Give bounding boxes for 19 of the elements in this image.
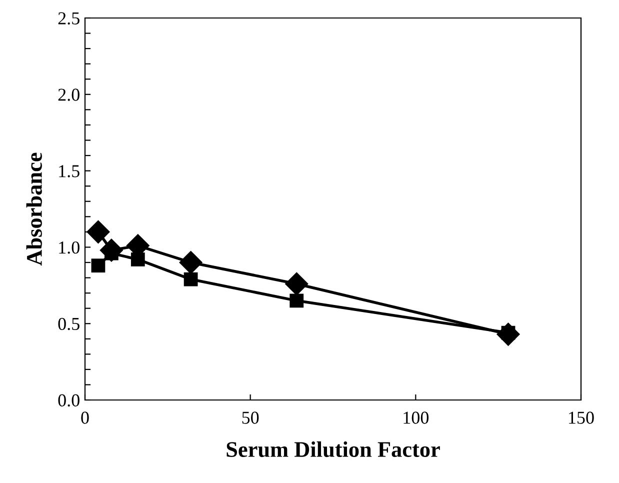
y-tick-label: 0.5 bbox=[58, 318, 80, 330]
x-tick-label: 150 bbox=[569, 412, 594, 424]
x-axis-title: Serum Dilution Factor bbox=[226, 441, 440, 458]
x-tick-label: 100 bbox=[404, 412, 429, 424]
y-tick-label: 1.0 bbox=[59, 241, 80, 254]
y-axis-title: Absorbance bbox=[26, 152, 42, 266]
point bbox=[290, 294, 304, 308]
point bbox=[285, 272, 308, 296]
point bbox=[91, 258, 106, 272]
y-tick-label: 0.0 bbox=[58, 394, 80, 407]
point bbox=[130, 252, 145, 266]
point bbox=[184, 272, 198, 286]
point bbox=[179, 250, 202, 274]
y-tick-label: 2.5 bbox=[58, 12, 80, 25]
y-tick-label: 1.5 bbox=[59, 165, 80, 178]
x-tick-label: 50 bbox=[242, 412, 259, 424]
point bbox=[86, 220, 110, 244]
x-tick-label: 0 bbox=[81, 412, 89, 424]
y-tick-label: 2.0 bbox=[58, 88, 80, 101]
